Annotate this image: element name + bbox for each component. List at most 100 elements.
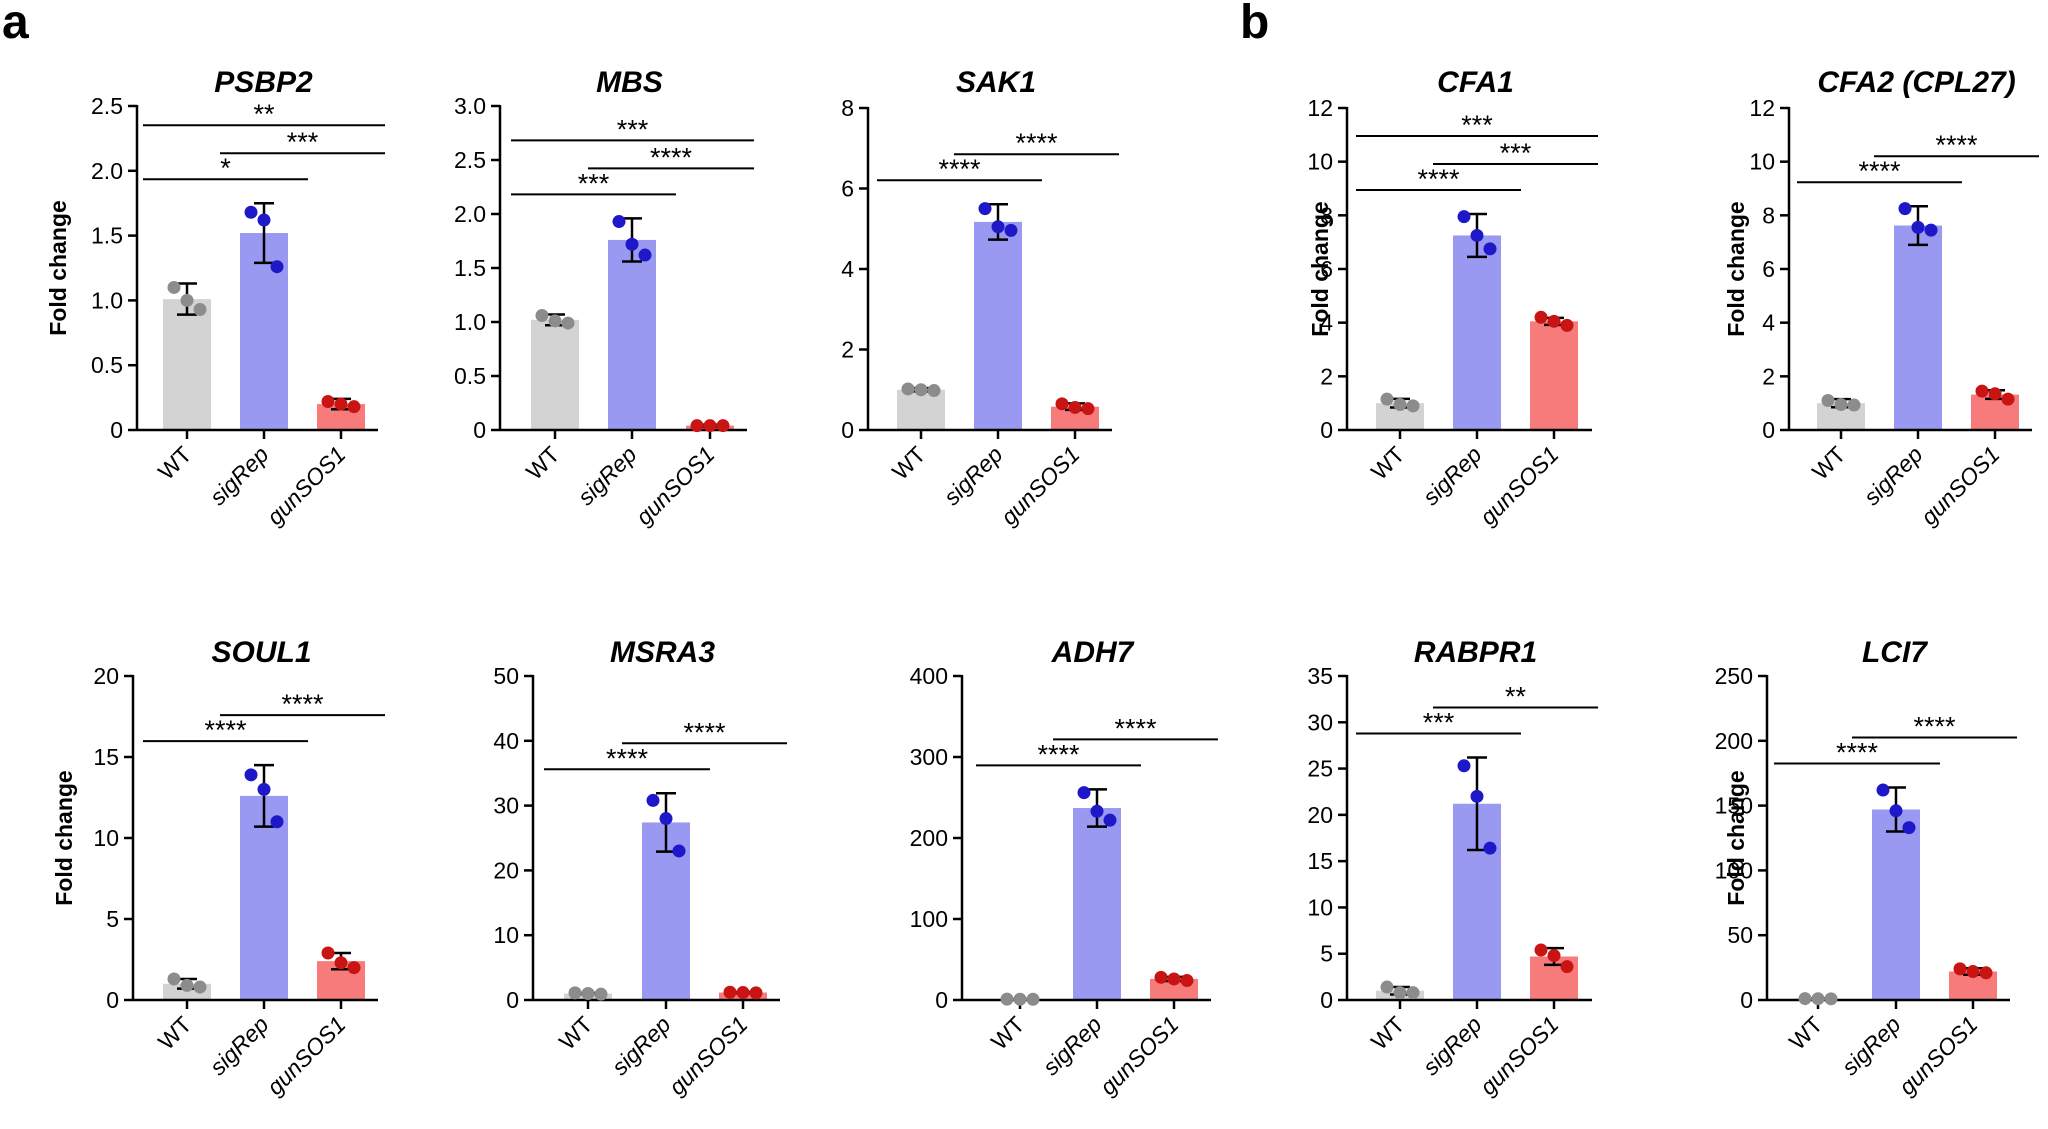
data-point bbox=[1889, 804, 1903, 818]
x-category-label: WT bbox=[554, 1011, 598, 1055]
y-tick-label: 2 bbox=[1320, 363, 1333, 389]
x-category-label: sigRep bbox=[573, 441, 642, 510]
y-tick-label: 5 bbox=[1320, 941, 1333, 967]
data-point bbox=[690, 419, 704, 433]
data-point bbox=[1547, 949, 1561, 963]
x-category-label: gunSOS1 bbox=[664, 1011, 753, 1100]
data-point bbox=[244, 768, 258, 782]
data-point bbox=[1560, 318, 1574, 332]
data-point bbox=[991, 220, 1005, 234]
y-tick-label: 12 bbox=[1307, 95, 1333, 121]
data-point bbox=[703, 419, 717, 433]
x-category-label: sigRep bbox=[1418, 1011, 1487, 1080]
y-tick-label: 4 bbox=[1762, 310, 1775, 336]
significance-label: **** bbox=[1935, 130, 1978, 160]
y-tick-label: 0 bbox=[935, 987, 948, 1013]
x-category-label: WT bbox=[887, 441, 931, 485]
bar-WT bbox=[163, 299, 211, 430]
data-point bbox=[1470, 228, 1484, 242]
x-category-label: gunSOS1 bbox=[1475, 441, 1564, 530]
y-tick-label: 8 bbox=[1320, 202, 1333, 228]
y-tick-label: 12 bbox=[1749, 95, 1775, 121]
data-point bbox=[257, 213, 271, 227]
y-tick-label: 15 bbox=[93, 744, 119, 770]
y-tick-label: 100 bbox=[910, 906, 948, 932]
data-point bbox=[1090, 804, 1104, 818]
data-point bbox=[1911, 220, 1925, 234]
y-tick-label: 300 bbox=[910, 744, 948, 770]
y-tick-label: 0 bbox=[1740, 987, 1753, 1013]
y-tick-label: 0.5 bbox=[91, 352, 123, 378]
x-category-label: sigRep bbox=[1418, 441, 1487, 510]
y-tick-label: 8 bbox=[1762, 202, 1775, 228]
y-tick-label: 50 bbox=[1727, 922, 1753, 948]
x-category-label: sigRep bbox=[939, 441, 1008, 510]
data-point bbox=[1988, 387, 2002, 401]
y-tick-label: 2 bbox=[841, 337, 854, 363]
y-axis-label: Fold change bbox=[1723, 201, 1749, 336]
y-tick-label: 10 bbox=[493, 922, 519, 948]
y-tick-label: 150 bbox=[1715, 793, 1753, 819]
x-category-label: WT bbox=[1807, 441, 1851, 485]
chart-title: PSBP2 bbox=[214, 66, 313, 99]
y-tick-label: 6 bbox=[841, 176, 854, 202]
data-point bbox=[1876, 783, 1890, 797]
chart-10: LCI7 Fold change 0 50 100 150 200 250 WT sigRepgu… bbox=[1715, 636, 2017, 1100]
y-tick-label: 20 bbox=[493, 857, 519, 883]
x-category-label: gunSOS1 bbox=[1475, 1011, 1564, 1100]
x-category-label: sigRep bbox=[1038, 1011, 1107, 1080]
x-category-label: WT bbox=[1366, 441, 1410, 485]
x-category-label: sigRep bbox=[205, 1011, 274, 1080]
significance-label: **** bbox=[1114, 713, 1157, 743]
data-point bbox=[1547, 314, 1561, 328]
data-point bbox=[321, 394, 335, 408]
y-tick-label: 100 bbox=[1715, 857, 1753, 883]
data-point bbox=[1004, 223, 1018, 237]
y-tick-label: 1.5 bbox=[454, 255, 486, 281]
data-point bbox=[1000, 992, 1014, 1006]
y-tick-label: 4 bbox=[1320, 310, 1333, 336]
data-point bbox=[270, 260, 284, 274]
x-category-label: gunSOS1 bbox=[996, 441, 1085, 530]
data-point bbox=[270, 815, 284, 829]
data-point bbox=[1534, 943, 1548, 957]
y-tick-label: 2.5 bbox=[454, 147, 486, 173]
data-point bbox=[594, 987, 608, 1001]
y-tick-label: 1.0 bbox=[454, 309, 486, 335]
chart-title: MBS bbox=[596, 66, 663, 99]
data-point bbox=[1393, 986, 1407, 1000]
data-point bbox=[1457, 210, 1471, 224]
bar-sigRep bbox=[1073, 808, 1121, 1000]
data-point bbox=[581, 987, 595, 1001]
bar-sigRep bbox=[240, 795, 288, 1000]
data-point bbox=[672, 844, 686, 858]
significance-label: ** bbox=[253, 99, 275, 129]
significance-label: *** bbox=[1423, 707, 1455, 737]
y-tick-label: 0 bbox=[1762, 417, 1775, 443]
data-point bbox=[1821, 393, 1835, 407]
data-point bbox=[1068, 400, 1082, 414]
data-point bbox=[568, 986, 582, 1000]
data-point bbox=[548, 314, 562, 328]
data-point bbox=[1560, 960, 1574, 974]
significance-label: **** bbox=[1417, 164, 1460, 194]
significance-label: **** bbox=[650, 142, 693, 172]
y-tick-label: 250 bbox=[1715, 663, 1753, 689]
significance-label: **** bbox=[1836, 737, 1879, 767]
y-tick-label: 0 bbox=[1320, 417, 1333, 443]
data-point bbox=[1953, 962, 1967, 976]
x-category-label: WT bbox=[153, 1011, 197, 1055]
y-tick-label: 35 bbox=[1307, 663, 1333, 689]
y-tick-label: 200 bbox=[1715, 728, 1753, 754]
x-category-label: WT bbox=[1784, 1011, 1828, 1055]
y-tick-label: 200 bbox=[910, 825, 948, 851]
chart-title: CFA2 (CPL27) bbox=[1817, 66, 2015, 99]
x-category-label: WT bbox=[986, 1011, 1030, 1055]
data-point bbox=[1026, 992, 1040, 1006]
chart-5: CFA2 (CPL27) Fold change 0 2 4 6 8 10 12 WT sigRep… bbox=[1723, 66, 2039, 530]
